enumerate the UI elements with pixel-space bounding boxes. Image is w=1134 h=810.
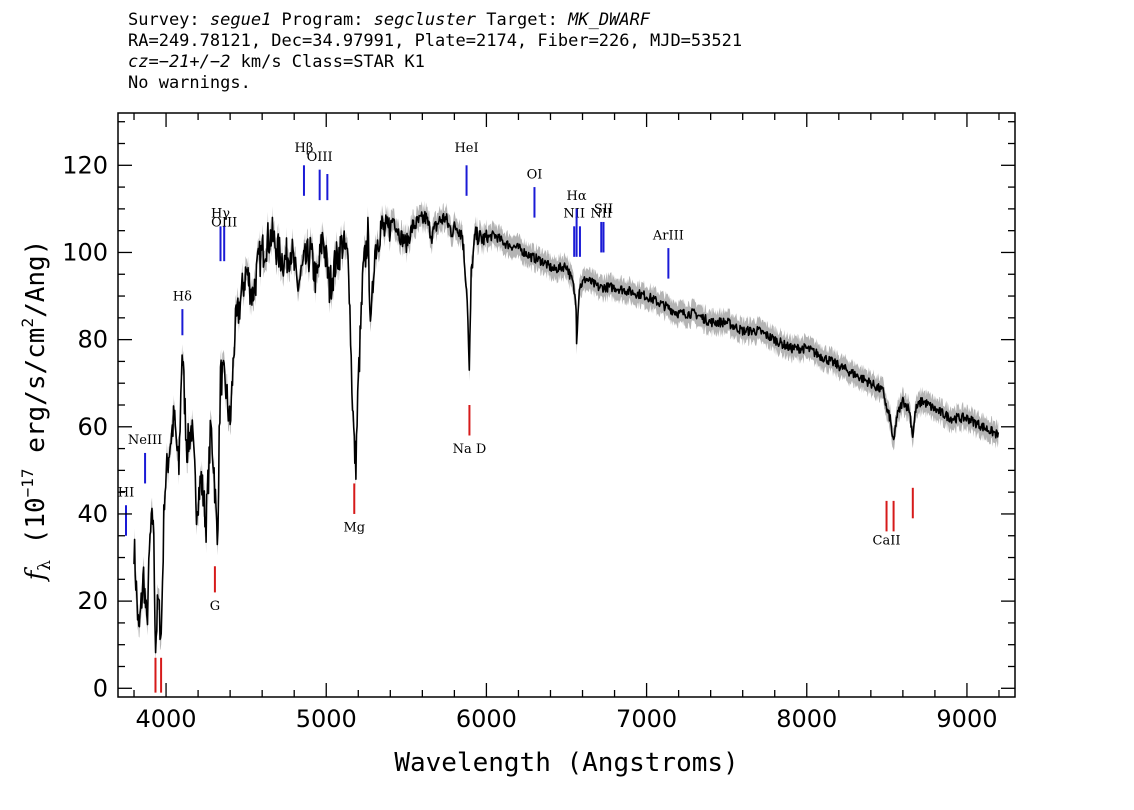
class-text: km/s Class=STAR K1 <box>230 52 425 72</box>
survey-value: segue1 <box>209 10 272 30</box>
x-tick-label: 9000 <box>936 705 997 733</box>
y-axis-title: fλ (10−17 erg/s/cm2/Ang) <box>18 240 55 583</box>
x-tick-label: 6000 <box>456 705 517 733</box>
series-layer <box>133 210 1000 654</box>
y-tick-label: 100 <box>62 238 108 266</box>
y-title-subscript: λ <box>35 560 55 571</box>
emission-line-label: Hγ <box>211 207 230 222</box>
program-label: Program: <box>271 10 374 30</box>
target-value: MK_DWARF <box>568 10 651 30</box>
y-title-exponent-2: 2 <box>18 318 37 328</box>
program-value: segcluster <box>373 10 477 30</box>
emission-line-label: NII <box>563 207 585 222</box>
emission-line-label: Hα <box>567 189 587 204</box>
emission-line-label: NII <box>590 207 612 222</box>
emission-line-label: Hβ <box>295 141 314 156</box>
spectrum-line <box>133 210 1000 654</box>
x-tick-label: 4000 <box>136 705 197 733</box>
y-tick-label: 40 <box>77 500 108 528</box>
emission-line-label: Hδ <box>173 289 192 304</box>
spectral-lines-layer: HδHγOIIIHβOIIIHeIOINIIHαNIISIIArIIINeIII… <box>118 141 914 693</box>
emission-line-label: NeIII <box>128 433 162 448</box>
y-tick-label: 20 <box>77 587 108 615</box>
header-line-survey: Survey: segue1 Program: segcluster Targe… <box>128 10 742 31</box>
y-title-unit-close: /Ang) <box>21 240 51 318</box>
x-tick-label: 5000 <box>296 705 357 733</box>
absorption-line-label: G <box>210 599 220 614</box>
survey-label: Survey: <box>128 10 210 30</box>
emission-line-label: OIII <box>307 150 333 165</box>
x-tick-label: 8000 <box>776 705 837 733</box>
y-title-unit-mid: erg/s/cm <box>21 328 51 469</box>
y-title-unit-open: (10 <box>21 497 51 560</box>
cz-value: −21+/−2 <box>158 52 231 72</box>
emission-line-label: SII <box>594 202 613 217</box>
emission-line-label: HI <box>118 486 134 501</box>
target-label: Target: <box>476 10 569 30</box>
emission-line-label: OI <box>527 167 543 182</box>
y-tick-label: 60 <box>77 413 108 441</box>
cz-label: cz= <box>128 52 159 72</box>
emission-line-label: ArIII <box>652 228 684 243</box>
header-line-coordinates: RA=249.78121, Dec=34.97991, Plate=2174, … <box>128 31 743 51</box>
x-axis-title: Wavelength (Angstroms) <box>394 748 738 778</box>
absorption-line-label: CaII <box>873 533 901 548</box>
emission-line-label: OIII <box>211 215 237 230</box>
spectrum-header: Survey: segue1 Program: segcluster Targe… <box>128 10 742 94</box>
absorption-line-label: Na D <box>453 442 487 457</box>
y-title-exponent: −17 <box>18 468 37 497</box>
absorption-line-label: Mg <box>343 520 365 535</box>
y-tick-label: 80 <box>77 326 108 354</box>
y-tick-label: 0 <box>93 674 108 702</box>
header-line-redshift: cz=−21+/−2 km/s Class=STAR K1 <box>128 52 742 73</box>
emission-line-label: HeI <box>454 141 478 156</box>
header-line-warnings: No warnings. <box>128 73 251 93</box>
x-tick-label: 7000 <box>616 705 677 733</box>
ticks-layer: 4000 5000 6000 7000 8000 9000 0 20 40 60 80 100 120 <box>62 113 1015 733</box>
y-tick-label: 120 <box>62 151 108 179</box>
